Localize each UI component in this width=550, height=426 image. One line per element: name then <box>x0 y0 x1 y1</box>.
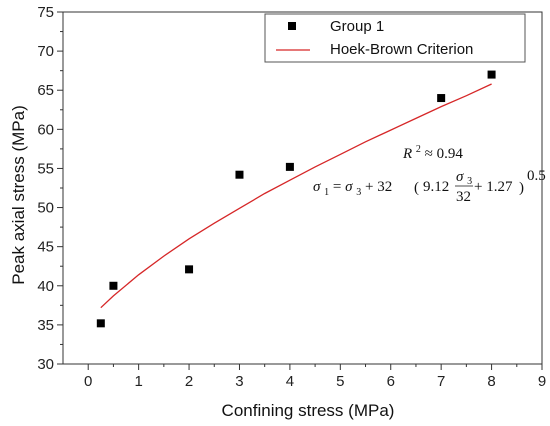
eq-exponent: 0.5 <box>527 168 546 184</box>
r2-value: ≈ 0.94 <box>425 146 464 162</box>
eq-lhs-sub: 1 <box>324 187 329 198</box>
data-point-3 <box>185 265 194 274</box>
y-tick-label-75: 75 <box>37 4 54 21</box>
y-tick-label-55: 55 <box>37 160 54 177</box>
eq-frac-numerator: σ <box>456 169 464 185</box>
data-point-2 <box>109 281 118 290</box>
eq-frac-denominator: 32 <box>456 189 471 205</box>
x-axis: 0 1 2 3 4 5 6 7 8 9 <box>84 364 546 390</box>
y-axis: 30 35 40 45 50 55 60 65 70 75 <box>37 4 63 373</box>
svg-text:σ 1 = σ: σ 1 = σ 3 + 32 <box>313 179 392 199</box>
y-tick-label-70: 70 <box>37 43 54 60</box>
x-tick-label-4: 4 <box>286 373 294 390</box>
r-squared-annotation: R 2 ≈ 0.94 <box>402 140 463 162</box>
legend-label-hoek-brown: Hoek-Brown Criterion <box>330 41 473 58</box>
y-tick-label-60: 60 <box>37 121 54 138</box>
data-point-1 <box>96 319 105 328</box>
plot-area <box>62 11 543 365</box>
x-tick-label-3: 3 <box>235 373 243 390</box>
y-tick-label-30: 30 <box>37 356 54 373</box>
y-tick-label-40: 40 <box>37 278 54 295</box>
legend: Group 1 Hoek-Brown Criterion <box>264 13 526 63</box>
x-tick-label-0: 0 <box>84 373 92 390</box>
eq-lhs: σ <box>313 179 321 195</box>
data-point-7 <box>487 70 496 79</box>
data-point-4 <box>235 170 244 179</box>
x-tick-label-5: 5 <box>336 373 344 390</box>
data-point-5 <box>285 162 294 171</box>
x-tick-label-9: 9 <box>538 373 546 390</box>
x-axis-title: Confining stress (MPa) <box>222 401 395 420</box>
eq-term1-sub: 3 <box>356 187 361 198</box>
svg-text:σ 3: σ 3 <box>456 169 472 187</box>
data-points-layer <box>96 70 496 328</box>
equation-annotation: σ 1 = σ 3 + 32 ( 9.12 σ 3 32 + 1.27 ) 0.… <box>313 168 546 205</box>
x-tick-label-6: 6 <box>387 373 395 390</box>
eq-frac-numerator-sub: 3 <box>467 176 472 187</box>
plot-frame <box>62 11 543 365</box>
fit-line-layer <box>100 83 492 309</box>
y-axis-title: Peak axial stress (MPa) <box>9 105 28 285</box>
y-tick-label-50: 50 <box>37 200 54 217</box>
y-tick-label-45: 45 <box>37 239 54 256</box>
data-point-6 <box>437 94 446 103</box>
legend-label-group-1: Group 1 <box>330 18 384 35</box>
eq-coefficient: 9.12 <box>423 179 449 195</box>
y-tick-label-65: 65 <box>37 82 54 99</box>
x-tick-label-2: 2 <box>185 373 193 390</box>
x-tick-label-7: 7 <box>437 373 445 390</box>
eq-equals: = <box>333 179 345 195</box>
hoek-brown-fit-line <box>100 83 492 309</box>
legend-marker-group-1 <box>288 22 296 30</box>
eq-open-paren: ( <box>414 180 419 196</box>
svg-text:R 2 ≈ 0.94: R 2 ≈ 0.94 <box>402 140 463 162</box>
legend-box <box>264 13 526 63</box>
eq-close-paren: ) <box>519 180 524 196</box>
eq-term1: σ <box>345 179 353 195</box>
r2-superscript: 2 <box>416 144 421 155</box>
eq-plus-constant: + 1.27 <box>474 179 513 195</box>
x-tick-label-1: 1 <box>134 373 142 390</box>
x-tick-label-8: 8 <box>487 373 495 390</box>
eq-plus-32: + 32 <box>365 179 392 195</box>
r2-symbol: R <box>402 146 412 162</box>
y-tick-label-35: 35 <box>37 317 54 334</box>
